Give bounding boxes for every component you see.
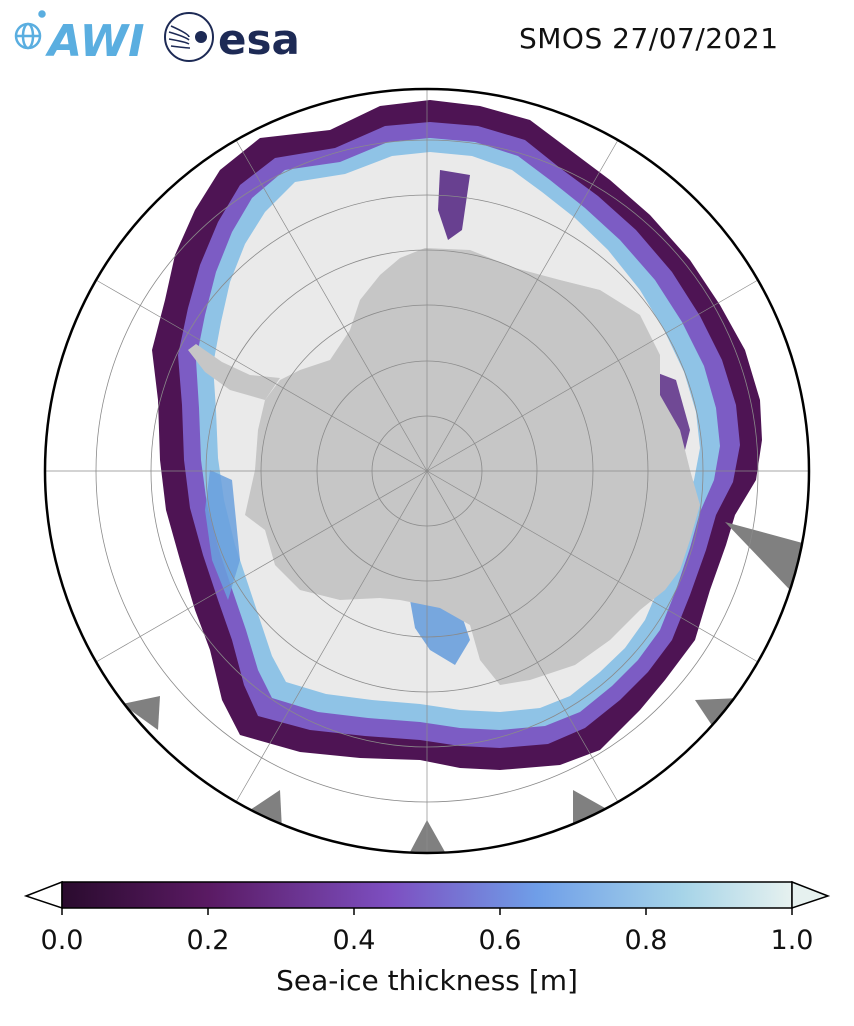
colorbar-extend-max	[791, 880, 831, 910]
esa-logo	[164, 12, 214, 62]
colorbar-tick-label: 0.4	[332, 925, 376, 956]
awi-logo	[14, 10, 46, 50]
colorbar-ticks	[61, 908, 793, 915]
sea-ice-patch-ross	[438, 170, 470, 240]
colorbar-gradient	[61, 881, 793, 909]
map-title: SMOS 27/07/2021	[519, 22, 779, 55]
awi-logo-text: AWI	[45, 16, 145, 66]
colorbar-tick-label: 0.8	[624, 925, 668, 956]
colorbar-label: Sea-ice thickness [m]	[276, 964, 578, 997]
no-data-wedge-n	[410, 820, 445, 852]
colorbar-tick-label: 0.0	[40, 925, 84, 956]
meridian	[426, 470, 619, 803]
meridian	[235, 139, 428, 472]
colorbar	[23, 880, 831, 915]
meridian	[235, 470, 428, 803]
antarctica-land	[245, 248, 700, 685]
no-data-wedge-east	[725, 522, 809, 590]
map-boundary	[43, 87, 811, 855]
meridian	[95, 470, 428, 663]
meridian	[426, 279, 759, 472]
no-data-wedge-nw	[122, 696, 160, 730]
logos: AWI esa	[14, 10, 300, 66]
colorbar-extend-min	[23, 880, 63, 910]
sea-ice-patch-west	[205, 470, 240, 600]
colorbar-tick-label: 0.2	[186, 925, 230, 956]
antarctic-peninsula	[188, 344, 280, 400]
meridian	[95, 279, 428, 472]
meridians	[45, 89, 809, 853]
meridian	[426, 470, 759, 663]
sea-ice-map	[43, 87, 811, 855]
colorbar-tick-label: 0.6	[478, 925, 522, 956]
meridian	[426, 139, 619, 472]
esa-logo-text: esa	[218, 15, 300, 64]
colorbar-tick-label: 1.0	[770, 925, 814, 956]
